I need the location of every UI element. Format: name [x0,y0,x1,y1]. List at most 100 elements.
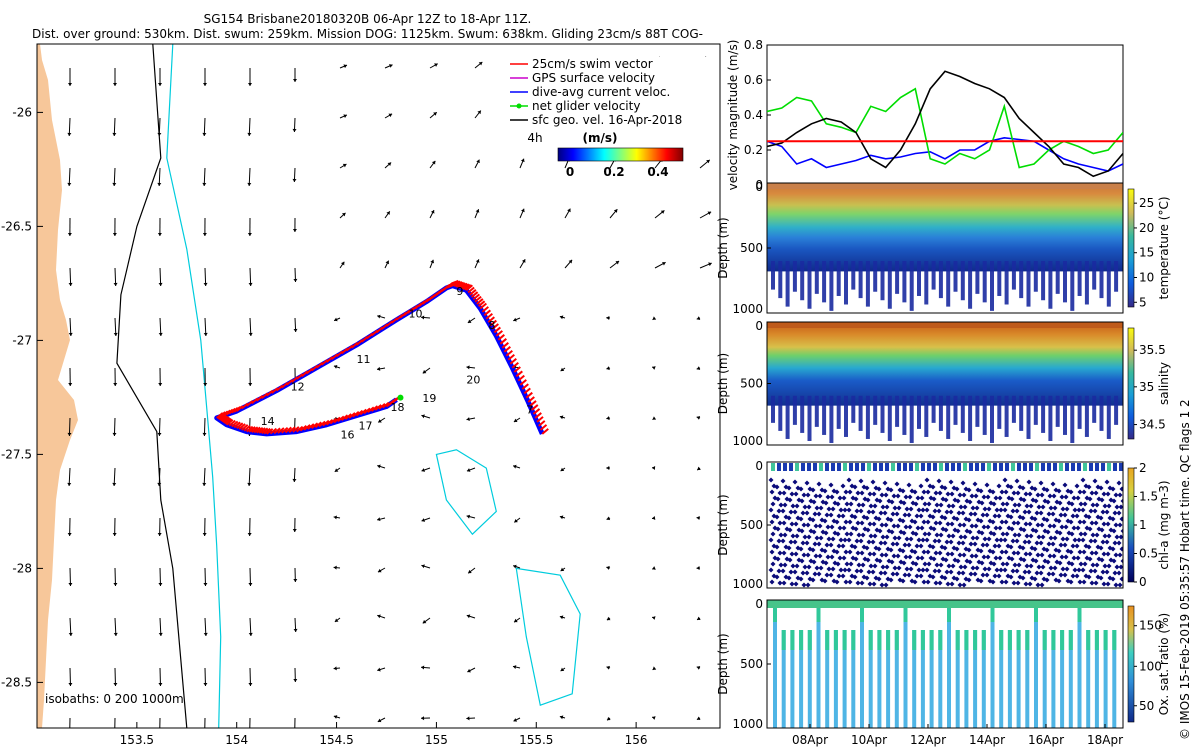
swim-vector [224,418,233,425]
velocity-arrow [606,565,611,570]
salinity-colorbar-label: salinity [1157,362,1171,405]
map-ytick-label: -26.5 [1,219,32,233]
swim-vector [355,409,364,417]
velocity-arrow [68,68,72,86]
velocity-arrow [333,565,341,570]
velocity-arrow [513,317,521,322]
swim-vector [470,291,479,298]
velocity-arrow [333,515,341,520]
velocity-panel: 0 0.2 0.4 0.6 0.8 velocity magnitude (m/s) [726,38,1124,192]
colorbar-label: (m/s) [583,131,618,145]
colorbar-tick-label: 50 [1139,699,1154,713]
swim-vector [472,293,481,301]
colorbar-tick-label: 35 [1139,380,1154,394]
velocity-arrow [474,159,480,169]
velocity-arrow [429,259,435,269]
velocity-arrow [113,617,118,637]
swim-vector [355,339,364,346]
swim-vector [261,392,269,400]
velocity-arrow [699,262,712,269]
glider-track [214,279,549,437]
time-tick-label: 18Apr [1087,733,1123,747]
velocity-arrow [519,259,526,269]
swim-vector [463,283,472,291]
velocity-arrow [248,367,253,387]
velocity-arrow [293,267,298,283]
swim-vector [483,309,491,317]
credit-label: © IMOS 15-Feb-2019 05:35:57 Hobart time.… [1178,399,1192,740]
swim-vector [217,413,225,420]
velocity-arrow [513,717,521,722]
velocity-arrow [247,117,252,137]
velocity-arrow [559,315,566,320]
velocity-arrow [158,567,163,587]
swim-vector [281,381,289,389]
swim-vector [325,356,334,363]
velocity-arrow [68,667,73,687]
colorbar-tick-label: 25 [1139,196,1154,210]
swim-vector [497,334,505,341]
velocity-arrow [652,316,657,321]
credit-text: © IMOS 15-Feb-2019 05:35:57 Hobart time.… [1175,10,1195,740]
colorbar-tick-label: 0 [566,165,574,179]
swim-vector [465,284,474,292]
colorbar-tick-label: 150 [1139,619,1162,633]
velocity-arrow [654,210,665,219]
colorbar-tick-label: 0.2 [603,165,624,179]
swim-vector [467,286,475,294]
velocity-arrow [467,667,476,673]
day-label: 16 [341,428,355,441]
swim-vector [253,426,261,434]
velocity-arrow [292,467,297,483]
chl-colorbar [1127,467,1135,583]
velocity-arrow [377,464,386,469]
day-label: 14 [261,415,275,428]
swim-vector [538,420,546,427]
map-xtick-label: 156 [625,733,648,747]
velocity-arrow [421,665,431,670]
depth-tick-label: 1000 [732,577,763,591]
velocity-arrow [293,617,298,633]
swim-vector [458,282,467,289]
velocity-arrow [67,467,72,487]
velocity-arrow [114,717,116,728]
velocity-arrow [652,566,656,570]
swim-vector [453,280,461,288]
legend-item: 25cm/s swim vector [510,57,653,71]
map-xtick-label: 155.5 [519,733,553,747]
velocity-arrow [157,467,162,487]
velocity-arrow [466,467,476,472]
swim-vector [378,403,386,410]
swim-vector [284,426,293,434]
depth-tick-label: 0 [755,180,763,194]
swim-vector [536,416,544,423]
velocity-arrow [293,317,298,333]
legend-label: net glider velocity [532,99,640,113]
swim-vector [515,370,523,378]
swim-vector [266,428,274,435]
swim-vector [325,418,334,426]
velocity-arrow [422,367,431,374]
swim-vector [290,376,299,383]
swim-vector [527,396,535,403]
velocity-arrow [292,117,297,133]
swim-vector [348,412,356,419]
velocity-arrow [67,517,72,537]
map-xtick-label: 153.5 [120,733,154,747]
velocity-ytick-label: 0.4 [744,108,763,122]
swim-vector [350,342,359,349]
swim-vector [477,300,486,307]
salinity-field [767,322,1123,406]
swim-vector [462,283,470,290]
swim-vector [318,420,326,428]
swim-vector [305,367,314,375]
colorbar-tick-label: 5 [1139,295,1147,309]
velocity-arrow [67,167,72,187]
swim-vector [525,391,533,399]
velocity-arrow [157,517,162,537]
temperature-section: 0 500 1000 Depth (m) 5 10 15 20 25 temperature (°… [716,180,1171,316]
velocity-arrow [158,317,163,337]
velocity-arrow [429,63,438,69]
